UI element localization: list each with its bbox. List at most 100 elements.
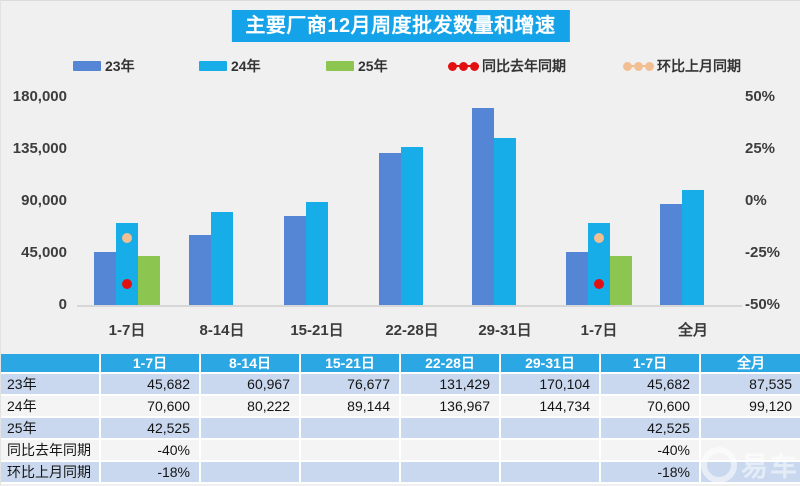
data-table: 1-7日 8-14日 15-21日 22-28日 29-31日 1-7日 全月 23年 45,6…	[1, 354, 800, 484]
value-cell: 70,600	[601, 396, 701, 418]
value-cell: -40%	[601, 440, 701, 462]
value-cell: 45,682	[101, 374, 201, 396]
value-cell: 42,525	[601, 418, 701, 440]
y-axis-left-tick: 90,000	[21, 192, 67, 209]
point-同比去年同期	[122, 279, 132, 290]
row-label-cell: 23年	[1, 374, 101, 396]
value-cell	[701, 440, 800, 462]
bar-23年	[472, 108, 494, 305]
header-cell	[1, 354, 101, 374]
value-cell	[301, 418, 401, 440]
row-label-cell: 环比上月同期	[1, 462, 101, 484]
legend-label: 25年	[358, 58, 388, 74]
value-cell: -18%	[601, 462, 701, 484]
value-cell	[201, 418, 301, 440]
value-cell: 89,144	[301, 396, 401, 418]
legend-dots-icon	[623, 61, 655, 71]
header-cell: 全月	[701, 354, 800, 374]
bar-23年	[284, 216, 306, 305]
bar-24年	[401, 146, 423, 305]
row-label-cell: 25年	[1, 418, 101, 440]
table-row: 同比去年同期 -40% -40%	[1, 440, 800, 462]
bar-23年	[189, 234, 211, 305]
value-cell: 131,429	[401, 374, 501, 396]
value-cell	[401, 462, 501, 484]
bar-25年	[610, 255, 632, 305]
y-axis-right-tick: 0%	[745, 192, 767, 209]
legend-dot	[623, 62, 632, 71]
bar-24年	[116, 223, 138, 305]
value-cell: 80,222	[201, 396, 301, 418]
legend-dot	[634, 62, 643, 71]
legend-item-1: 23年	[73, 56, 135, 76]
legend-item-5: 环比上月同期	[623, 56, 741, 76]
legend-label: 同比去年同期	[482, 58, 566, 74]
x-axis-category-label: 29-31日	[478, 322, 532, 339]
bar-24年	[211, 212, 233, 305]
legend-item-3: 25年	[326, 56, 388, 76]
value-cell: 87,535	[701, 374, 800, 396]
header-cell: 1-7日	[101, 354, 201, 374]
value-cell	[701, 418, 800, 440]
value-cell: 60,967	[201, 374, 301, 396]
legend-item-4: 同比去年同期	[448, 56, 566, 76]
value-cell: 136,967	[401, 396, 501, 418]
point-环比上月同期	[122, 233, 132, 244]
y-axis-right-tick: 50%	[745, 88, 776, 105]
legend-dots-icon	[448, 61, 480, 71]
value-cell: 42,525	[101, 418, 201, 440]
table-body: 23年 45,682 60,967 76,677 131,429 170,104 45,68…	[1, 374, 800, 484]
legend-dot	[645, 62, 654, 71]
header-cell: 22-28日	[401, 354, 501, 374]
point-同比去年同期	[594, 279, 604, 290]
value-cell: 45,682	[601, 374, 701, 396]
table-row: 23年 45,682 60,967 76,677 131,429 170,104 45,68…	[1, 374, 800, 396]
bar-25年	[138, 255, 160, 305]
legend-dot	[470, 62, 479, 71]
x-axis-category-label: 15-21日	[290, 322, 344, 339]
value-cell	[301, 440, 401, 462]
value-cell: 76,677	[301, 374, 401, 396]
header-cell: 15-21日	[301, 354, 401, 374]
bar-24年	[306, 201, 328, 305]
chart-title: 主要厂商12月周度批发数量和增速	[231, 10, 570, 42]
table-header-row: 1-7日 8-14日 15-21日 22-28日 29-31日 1-7日 全月	[1, 354, 800, 374]
y-axis-right-tick: -25%	[745, 244, 781, 261]
table-row: 25年 42,525 42,525	[1, 418, 800, 440]
legend-label: 环比上月同期	[657, 58, 741, 74]
point-环比上月同期	[594, 233, 604, 244]
legend-label: 23年	[105, 58, 135, 74]
value-cell	[401, 418, 501, 440]
legend-swatch-icon	[73, 61, 101, 71]
bar-23年	[379, 153, 401, 305]
y-axis-left-tick: 180,000	[12, 88, 67, 105]
y-axis-left-tick: 45,000	[21, 244, 67, 261]
value-cell: 99,120	[701, 396, 800, 418]
value-cell: 70,600	[101, 396, 201, 418]
header-cell: 29-31日	[501, 354, 601, 374]
table-row: 24年 70,600 80,222 89,144 136,967 144,734 70,60…	[1, 396, 800, 418]
legend-dot	[448, 62, 457, 71]
bar-23年	[566, 252, 588, 305]
bar-23年	[660, 203, 682, 305]
value-cell	[401, 440, 501, 462]
legend-swatch-icon	[199, 61, 227, 71]
y-axis-right-tick: -50%	[745, 296, 781, 313]
y-axis-left-tick: 135,000	[12, 140, 67, 157]
header-cell: 1-7日	[601, 354, 701, 374]
bar-24年	[682, 190, 704, 305]
value-cell	[501, 440, 601, 462]
value-cell	[501, 418, 601, 440]
y-axis-left-tick: 0	[58, 296, 67, 313]
legend-dot	[459, 62, 468, 71]
value-cell	[201, 462, 301, 484]
y-axis-right-tick: 25%	[745, 140, 776, 157]
legend-swatch-icon	[326, 61, 354, 71]
row-label-cell: 24年	[1, 396, 101, 418]
bar-23年	[94, 252, 116, 305]
bar-24年	[588, 223, 610, 305]
value-cell	[301, 462, 401, 484]
x-axis-category-label: 1-7日	[108, 322, 146, 339]
value-cell: 170,104	[501, 374, 601, 396]
